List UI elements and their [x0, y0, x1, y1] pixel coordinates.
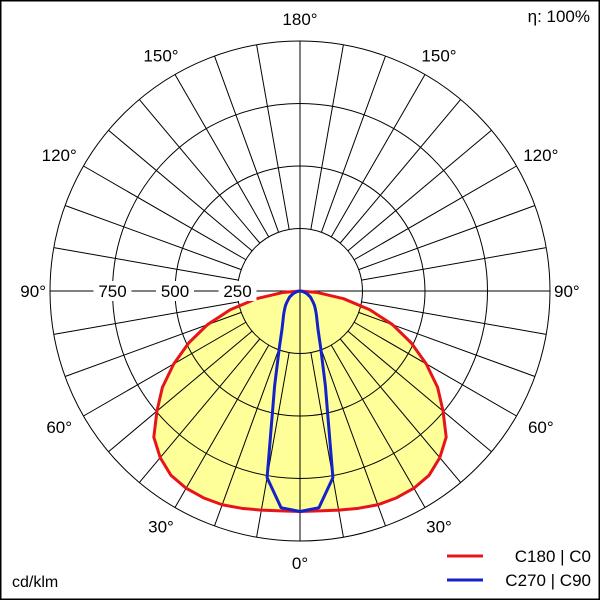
- legend: C180 | C0 C270 | C90: [447, 547, 591, 590]
- grid-spoke-250: [64, 205, 242, 271]
- angle-label-right-180: 180°: [282, 10, 317, 29]
- angle-label-right-90: 90°: [554, 282, 580, 301]
- series-line-1: [265, 289, 335, 513]
- angle-label-right-150: 150°: [421, 46, 456, 65]
- grid-spoke-260: [53, 247, 239, 281]
- grid-spoke-120: [353, 165, 517, 261]
- radial-tick-label-500: 500: [161, 282, 189, 301]
- grid-spoke-130: [347, 129, 492, 252]
- grid-spoke-280: [53, 301, 239, 335]
- grid-spoke-170: [310, 44, 344, 230]
- grid-spoke-350: [256, 352, 290, 538]
- grid-spoke-80: [361, 301, 547, 335]
- radial-tick-label-250: 250: [223, 282, 251, 301]
- grid-spoke-150: [330, 74, 426, 238]
- grid-spoke-310: [108, 330, 253, 453]
- grid-spoke-230: [108, 129, 253, 252]
- grid-spoke-330: [174, 344, 270, 508]
- angle-label-right-0: 0°: [292, 554, 308, 573]
- grid-spoke-100: [361, 247, 547, 281]
- grid-spoke-160: [320, 55, 386, 233]
- grid-spoke-210: [174, 74, 270, 238]
- angle-label-left-30: 30°: [148, 518, 174, 537]
- angle-label-left-60: 60°: [46, 418, 72, 437]
- radial-tick-bg-500: [156, 281, 194, 301]
- angle-label-left-150: 150°: [143, 46, 178, 65]
- radial-tick-bg-250: [218, 281, 257, 301]
- grid-spoke-300: [83, 321, 247, 417]
- angle-label-right-30: 30°: [426, 518, 452, 537]
- grid-spoke-340: [214, 349, 280, 527]
- series-line-layer: [152, 289, 448, 513]
- angle-label-right-60: 60°: [528, 418, 554, 437]
- radial-tick-label-750: 750: [98, 282, 126, 301]
- efficiency-label: η: 100%: [528, 7, 590, 26]
- grid-spoke-30: [330, 344, 426, 508]
- grid-spoke-10: [310, 352, 344, 538]
- radial-tick-bg-750: [93, 281, 132, 301]
- label-layer: 250 500 750 0° 30° 30° 60° 60° 90° 90° 120° 120° 150…: [20, 10, 579, 573]
- angle-label-left-90: 90°: [20, 282, 46, 301]
- grid-spoke-50: [347, 330, 492, 453]
- grid-spoke-190: [256, 44, 290, 230]
- angle-label-left-120: 120°: [42, 146, 77, 165]
- angle-label-right-120: 120°: [523, 146, 558, 165]
- grid-spoke-220: [138, 99, 261, 244]
- grid-spoke-240: [83, 165, 247, 261]
- grid-spoke-110: [358, 205, 536, 271]
- grid-spoke-20: [320, 349, 386, 527]
- grid-layer: [49, 40, 551, 542]
- legend-label-c180-c0: C180 | C0: [515, 547, 591, 566]
- grid-spoke-60: [353, 321, 517, 417]
- unit-label: cd/klm: [12, 574, 58, 591]
- grid-spoke-140: [339, 99, 462, 244]
- legend-label-c270-c90: C270 | C90: [505, 571, 591, 590]
- grid-spoke-200: [214, 55, 280, 233]
